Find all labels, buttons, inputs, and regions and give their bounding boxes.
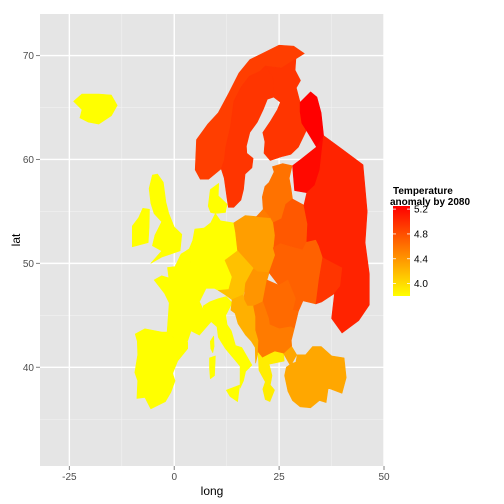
y-tick-label: 70	[23, 51, 35, 62]
region-russia-south	[303, 135, 370, 334]
y-tick-label: 40	[23, 363, 35, 374]
region-great-britain	[148, 173, 183, 264]
region-italy	[202, 296, 253, 389]
region-iceland	[73, 93, 118, 125]
x-axis-title: long	[201, 484, 224, 498]
legend: Temperature anomaly by 2080 5.2 4.8 4.4 4.0	[390, 186, 470, 296]
region-ireland	[132, 208, 150, 248]
region-sardinia	[209, 355, 216, 380]
region-denmark	[207, 183, 228, 214]
x-tick-label: 0	[171, 472, 177, 483]
legend-title-line2: anomaly by 2080	[390, 197, 470, 208]
y-axis-ticks: 40 50 60 70	[23, 51, 40, 374]
legend-tick-label: 4.8	[414, 229, 428, 240]
region-kaliningrad	[256, 209, 271, 218]
x-tick-label: 50	[378, 472, 390, 483]
legend-tick-label: 4.0	[414, 279, 428, 290]
y-axis-title: lat	[9, 233, 23, 246]
region-turkey	[283, 346, 347, 409]
map-regions	[73, 44, 370, 410]
legend-ticks: 5.2 4.8 4.4 4.0	[393, 205, 428, 290]
legend-colorbar	[393, 206, 410, 296]
y-tick-label: 60	[23, 155, 35, 166]
region-sweden	[220, 65, 275, 208]
x-tick-label: 25	[274, 472, 286, 483]
y-tick-label: 50	[23, 259, 35, 270]
legend-title-line1: Temperature	[393, 186, 453, 197]
region-greece	[257, 351, 285, 402]
x-tick-label: -25	[62, 472, 77, 483]
x-axis-ticks: -25 0 25 50	[62, 466, 390, 483]
region-corsica	[210, 335, 215, 354]
legend-tick-label: 5.2	[414, 205, 428, 216]
legend-tick-label: 4.4	[414, 254, 428, 265]
region-sicily	[226, 384, 240, 402]
